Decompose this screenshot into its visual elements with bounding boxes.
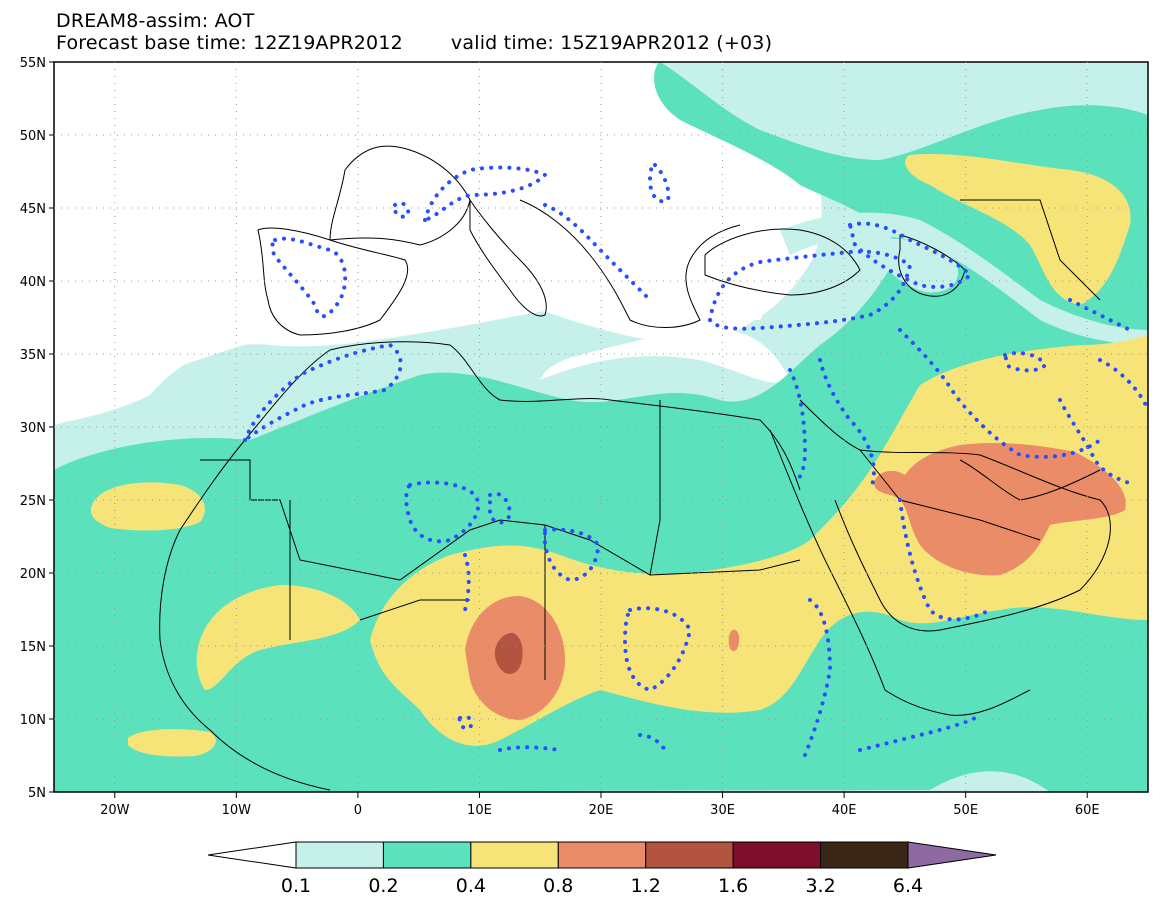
colorbar: 0.1 0.2 0.4 0.8 1.2 1.6 3.2 6.4 xyxy=(207,841,997,897)
coastline-italy xyxy=(469,198,547,317)
aot-field-brown-core xyxy=(494,632,523,674)
precip-contour-caucasus xyxy=(847,221,973,289)
base-time: Forecast base time: 12Z19APR2012 xyxy=(56,32,403,54)
colorbar-box xyxy=(557,841,647,869)
colorbar-box xyxy=(645,841,734,869)
precip-contour-arabia-south xyxy=(898,498,992,622)
lon-label: 10E xyxy=(467,803,492,818)
precip-contour-persian-gulf xyxy=(1058,398,1137,487)
precip-contour-congo xyxy=(498,733,667,752)
colorbar-box xyxy=(382,841,472,869)
coastline-north-africa xyxy=(244,341,801,491)
lat-label: 45N xyxy=(20,202,46,217)
valid-time: valid time: 15Z19APR2012 (+03) xyxy=(450,32,773,54)
lat-label: 55N xyxy=(20,56,46,71)
precip-contour-sahara xyxy=(404,480,481,544)
lat-label: 25N xyxy=(20,494,46,509)
light-strip-caucasus xyxy=(780,212,1148,345)
aot-field-yellow-sahel xyxy=(370,335,1148,746)
colorbar-label: 1.6 xyxy=(718,875,748,897)
lon-label: 50E xyxy=(953,803,978,818)
colorbar-box xyxy=(470,841,559,869)
border-caucasus xyxy=(960,199,1101,301)
lon-label: 0 xyxy=(354,803,362,818)
precip-contour-caspian-south xyxy=(1002,351,1048,373)
coastline-france xyxy=(329,145,471,246)
precip-contour-balkans xyxy=(543,203,652,302)
coastlines-and-borders xyxy=(159,145,1111,791)
lat-label: 50N xyxy=(20,129,46,144)
precip-contour-iberia xyxy=(270,236,348,319)
lat-label: 30N xyxy=(20,421,46,436)
lon-label: 10W xyxy=(222,803,252,818)
coastline-red-sea xyxy=(769,429,886,691)
precip-contour-middle-east xyxy=(818,358,876,492)
precip-contour-morocco xyxy=(240,342,403,446)
lat-label: 15N xyxy=(20,640,46,655)
coastline-arabia xyxy=(799,399,1111,632)
lat-label: 10N xyxy=(20,713,46,728)
precip-contour-niger xyxy=(463,553,471,612)
aot-field-orange-arabia xyxy=(874,442,1126,576)
clear-area-europe xyxy=(54,62,764,425)
coastline-horn-of-africa xyxy=(884,689,1031,716)
colorbar-label: 1.2 xyxy=(631,875,661,897)
lat-label: 20N xyxy=(20,567,46,582)
colorbar-label: 3.2 xyxy=(805,875,835,897)
border-arabia xyxy=(859,449,1041,541)
precip-contour-carpathians xyxy=(647,162,671,204)
lat-label: 40N xyxy=(20,275,46,290)
aot-field-yellow-caspian xyxy=(905,153,1131,305)
lat-label: 5N xyxy=(28,786,46,801)
colorbar-label: 6.4 xyxy=(893,875,923,897)
colorbar-arrow-high xyxy=(907,841,997,869)
precip-contour-ethiopia xyxy=(803,598,833,757)
colorbar-box xyxy=(732,841,822,869)
precip-contour-iran xyxy=(1098,358,1148,412)
colorbar-label: 0.2 xyxy=(368,875,398,897)
lat-label: 35N xyxy=(20,348,46,363)
coastline-balkans xyxy=(519,199,741,328)
tick-marks xyxy=(49,61,1088,798)
aot-field-yellow-west xyxy=(196,585,360,690)
lon-label: 30E xyxy=(710,803,735,818)
latitude-labels: 55N 50N 45N 40N 35N 30N 25N 20N 15N 10N 5N xyxy=(20,56,46,801)
border-sudan xyxy=(649,559,801,576)
precip-contour-west-africa xyxy=(457,714,474,731)
colorbar-box xyxy=(820,841,909,869)
precip-contour-france xyxy=(422,165,549,224)
border-sahara-2 xyxy=(399,400,661,581)
colorbar-box xyxy=(295,841,384,869)
gridlines xyxy=(54,62,1148,792)
aot-field-yellow-ocean-blob xyxy=(90,482,205,531)
coastline-black-sea xyxy=(704,228,861,296)
precip-contour-sahara-2 xyxy=(488,491,513,525)
lon-label: 20W xyxy=(100,803,130,818)
colorbar-label: 0.1 xyxy=(281,875,311,897)
aot-field-yellow-gulf xyxy=(128,729,216,757)
precip-contour-arabian-sea xyxy=(858,716,977,752)
precip-contour-red-sea xyxy=(788,368,808,482)
precip-contours xyxy=(240,162,1148,757)
map-title: DREAM8-assim: AOT xyxy=(56,10,255,32)
aot-field-orange-sudan xyxy=(728,629,740,652)
clear-area-north-africa xyxy=(540,330,790,383)
longitude-labels: 20W 10W 0 10E 20E 30E 40E 50E 60E xyxy=(100,803,1100,818)
precip-contour-chad xyxy=(622,606,693,693)
precip-contour-arabia xyxy=(898,328,1102,459)
forecast-times: Forecast base time: 12Z19APR2012 valid ti… xyxy=(56,32,772,54)
lon-label: 60E xyxy=(1075,803,1100,818)
coastline-west-africa xyxy=(159,439,331,791)
colorbar-label: 0.4 xyxy=(456,875,486,897)
lon-label: 40E xyxy=(832,803,857,818)
colorbar-arrow-low xyxy=(207,841,297,869)
precip-contour-turkey xyxy=(707,249,913,331)
coastline-caspian xyxy=(898,234,966,297)
colorbar-label: 0.8 xyxy=(543,875,573,897)
precip-contour-alps xyxy=(392,201,411,219)
lon-label: 20E xyxy=(589,803,614,818)
